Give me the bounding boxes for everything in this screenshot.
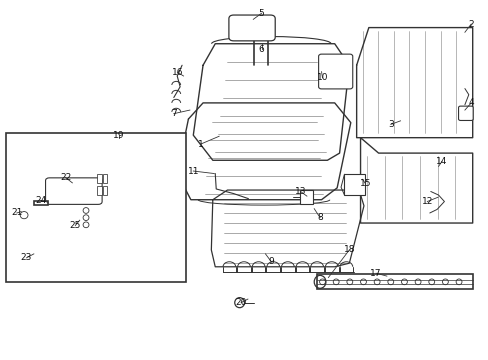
Text: 24: 24 (35, 196, 46, 205)
Text: 9: 9 (268, 257, 274, 266)
FancyBboxPatch shape (458, 106, 472, 121)
Bar (103, 174, 107, 183)
FancyBboxPatch shape (45, 178, 102, 204)
FancyBboxPatch shape (318, 54, 352, 89)
Text: 5: 5 (258, 9, 264, 18)
Text: 20: 20 (235, 298, 246, 307)
Text: 13: 13 (294, 187, 305, 196)
Text: 4: 4 (468, 98, 473, 107)
Text: 14: 14 (435, 157, 447, 166)
Text: 25: 25 (69, 221, 81, 230)
Text: 12: 12 (421, 197, 432, 206)
Bar (344, 174, 364, 195)
Text: 10: 10 (316, 73, 327, 82)
Text: 3: 3 (387, 120, 393, 129)
Text: 21: 21 (11, 208, 22, 217)
Text: 11: 11 (187, 167, 199, 176)
Bar (299, 190, 313, 204)
Text: 1: 1 (197, 140, 203, 149)
Bar (316, 274, 472, 289)
Bar (97, 174, 102, 183)
FancyBboxPatch shape (34, 201, 47, 205)
Text: 16: 16 (172, 68, 183, 77)
Text: 17: 17 (369, 269, 381, 278)
Bar (103, 186, 107, 195)
Bar (5, 134, 185, 282)
Text: 15: 15 (359, 179, 370, 188)
Text: 19: 19 (113, 131, 124, 140)
Text: 2: 2 (468, 19, 473, 28)
FancyBboxPatch shape (228, 15, 275, 41)
Text: 23: 23 (21, 253, 32, 262)
Text: 7: 7 (171, 109, 176, 118)
Text: 22: 22 (60, 173, 71, 182)
Text: 18: 18 (343, 246, 354, 255)
Bar (97, 186, 102, 195)
Text: 6: 6 (258, 45, 264, 54)
Text: 8: 8 (317, 213, 322, 222)
